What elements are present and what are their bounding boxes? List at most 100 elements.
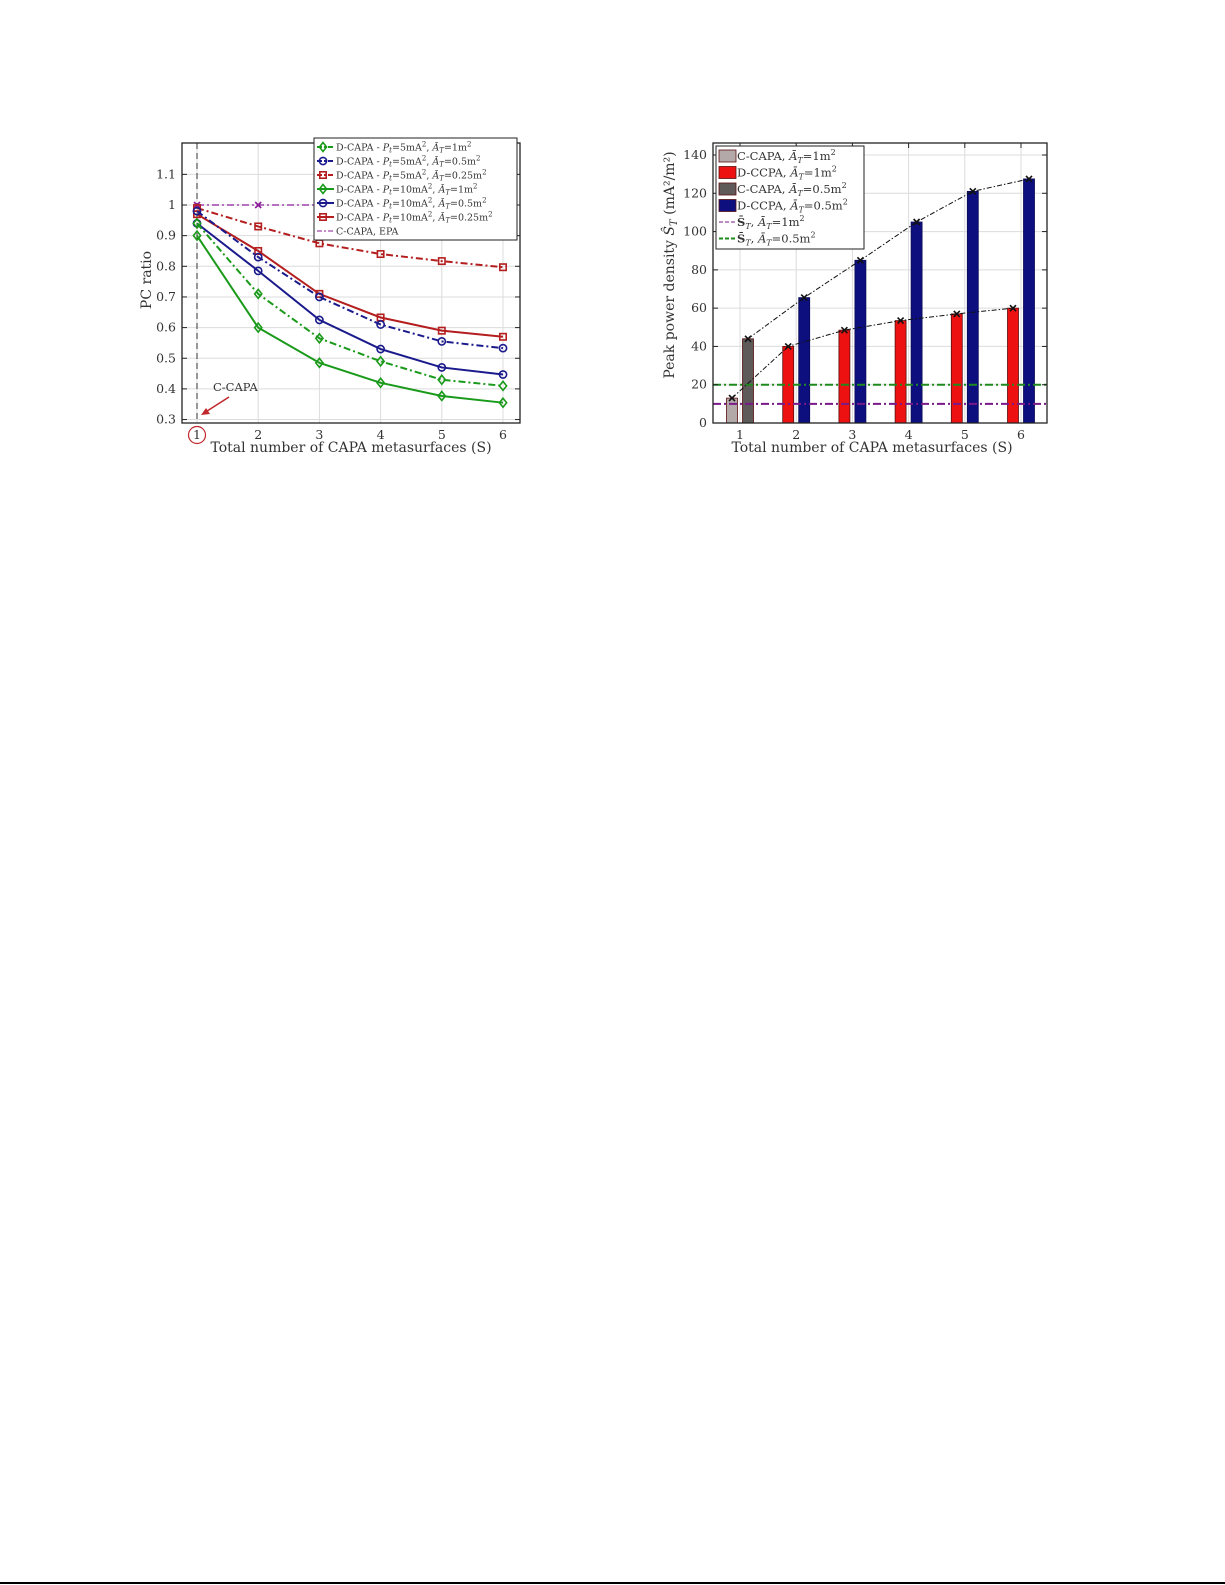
bar [838, 329, 851, 424]
legend-label: D-CAPA - Pt=5mA2, ĀT=0.25m2 [336, 169, 487, 183]
x-tick-label: 4 [905, 427, 913, 442]
legend-item: D-CAPA - Pt=10mA2, ĀT=0.5m2 [317, 197, 487, 211]
legend-label: D-CAPA - Pt=10mA2, ĀT=0.25m2 [336, 211, 493, 225]
diamond-marker [375, 355, 386, 368]
square-marker [318, 213, 327, 222]
y-tick-label: 0.4 [156, 381, 176, 396]
legend-item: D-CAPA - Pt=5mA2, ĀT=1m2 [317, 141, 471, 155]
series-3 [192, 229, 508, 409]
diamond-marker [314, 332, 325, 345]
x-marker [840, 326, 848, 334]
diamond-marker [253, 288, 263, 300]
circle-marker [314, 315, 324, 325]
circled-tick-icon [187, 425, 207, 445]
right-figure: 0 20 40 60 80 100 120 140 1 2 3 4 5 6 Total number of … [620, 0, 1080, 484]
bar [950, 313, 963, 424]
y-tick-label: 40 [691, 338, 707, 353]
legend-swatch [718, 149, 737, 163]
legend-label: C-CAPA, ĀT=0.5m2 [737, 181, 847, 198]
left-figure: 0.3 0.4 0.5 0.6 0.7 0.8 0.9 1 1.1 1 2 3 4 5 6 C-CAPA Tot… [0, 0, 560, 484]
y-tick-label: 1 [168, 197, 176, 212]
legend-item: S̄T, ĀT=1m2 [719, 214, 805, 231]
series-1 [192, 206, 508, 353]
legend-item: D-CAPA - Pt=10mA2, ĀT=1m2 [317, 183, 477, 197]
bar [1023, 178, 1035, 424]
legend-label: D-CAPA - Pt=10mA2, ĀT=1m2 [336, 183, 477, 197]
arrow-icon [203, 396, 230, 414]
x-marker [784, 342, 792, 350]
bar [726, 397, 738, 424]
x-marker [913, 218, 921, 226]
legend-label: D-CCPA, ĀT=1m2 [737, 165, 837, 182]
bar [966, 190, 979, 424]
legend-item: D-CAPA - Pt=5mA2, ĀT=0.25m2 [317, 169, 487, 183]
circle-marker [437, 336, 447, 346]
bar [894, 320, 907, 424]
y-axis-label: PC ratio [139, 251, 155, 309]
square-marker [498, 263, 507, 272]
diamond-marker [375, 376, 386, 389]
square-marker [498, 332, 507, 341]
y-tick-label: 20 [691, 377, 707, 392]
legend-item: D-CAPA - Pt=5mA2, ĀT=0.5m2 [317, 155, 480, 169]
series-0 [192, 217, 508, 392]
legend-item: S̄T, ĀT=0.5m2 [719, 231, 816, 248]
x-marker [1025, 175, 1033, 183]
peak-power-density-bar-chart: 0 20 40 60 80 100 120 140 1 2 3 4 5 6 Total number of … [660, 142, 1048, 456]
diamond-marker [437, 373, 447, 386]
diamond-marker [192, 229, 202, 242]
legend-item: D-CAPA - Pt=10mA2, ĀT=0.25m2 [317, 211, 493, 225]
circle-marker [318, 198, 328, 208]
y-tick-label: 0.5 [156, 350, 176, 365]
square-marker [437, 257, 446, 266]
legend-swatch [718, 166, 737, 179]
square-marker [376, 250, 385, 259]
x-tick-label: 3 [315, 427, 323, 442]
x-marker [897, 317, 905, 325]
y-tick-label: 0 [699, 415, 707, 430]
page-bottom-rule [0, 1582, 1225, 1584]
plot-area [712, 142, 1048, 424]
legend-label: C-CAPA, ĀT=1m2 [737, 148, 836, 165]
x-tick-label: 6 [1017, 427, 1025, 442]
legend-label: C-CAPA, EPA [336, 227, 398, 238]
x-axis-label: Total number of CAPA metasurfaces (S) [210, 440, 491, 456]
diamond-marker [314, 357, 325, 369]
y-tick-label: 0.6 [156, 320, 176, 335]
diamond-marker [192, 217, 202, 230]
x-tick-label: 2 [254, 427, 262, 442]
square-marker [437, 326, 446, 335]
x-tick-label: 2 [792, 427, 800, 442]
c-capa-annotation: C-CAPA [201, 380, 258, 415]
x-marker [728, 394, 736, 402]
circle-marker [253, 266, 263, 276]
trend-line [728, 304, 1017, 402]
circle-marker [318, 156, 328, 166]
trend-line [744, 175, 1033, 343]
legend-label: S̄T, ĀT=0.5m2 [737, 231, 816, 248]
x-marker [800, 294, 808, 302]
legend-swatch [718, 182, 737, 196]
legend-item: C-CAPA, ĀT=1m2 [718, 148, 836, 165]
diamond-marker [253, 321, 263, 334]
x-tick-label: 6 [499, 427, 507, 442]
annotation-label: C-CAPA [213, 380, 258, 394]
y-tick-label: 80 [691, 262, 707, 277]
circle-marker [192, 206, 202, 216]
x-tick-label: 1 [193, 427, 201, 442]
axes-frame [712, 142, 1048, 424]
circle-marker [314, 292, 324, 302]
legend-item: D-CCPA, ĀT=1m2 [718, 165, 837, 182]
y-tick-label: 60 [691, 300, 707, 315]
tick-labels: 0 20 40 60 80 100 120 140 1 2 3 4 5 6 [683, 143, 1047, 442]
diamond-marker [318, 183, 328, 195]
y-tick-label: 140 [683, 147, 707, 162]
x-tick-label: 5 [961, 427, 969, 442]
x-axis-label: Total number of CAPA metasurfaces (S) [731, 440, 1012, 456]
x-marker [744, 335, 752, 343]
legend-label: S̄T, ĀT=1m2 [737, 214, 805, 231]
legend-item: D-CCPA, ĀT=0.5m2 [718, 198, 848, 215]
legend-swatch [718, 199, 737, 212]
